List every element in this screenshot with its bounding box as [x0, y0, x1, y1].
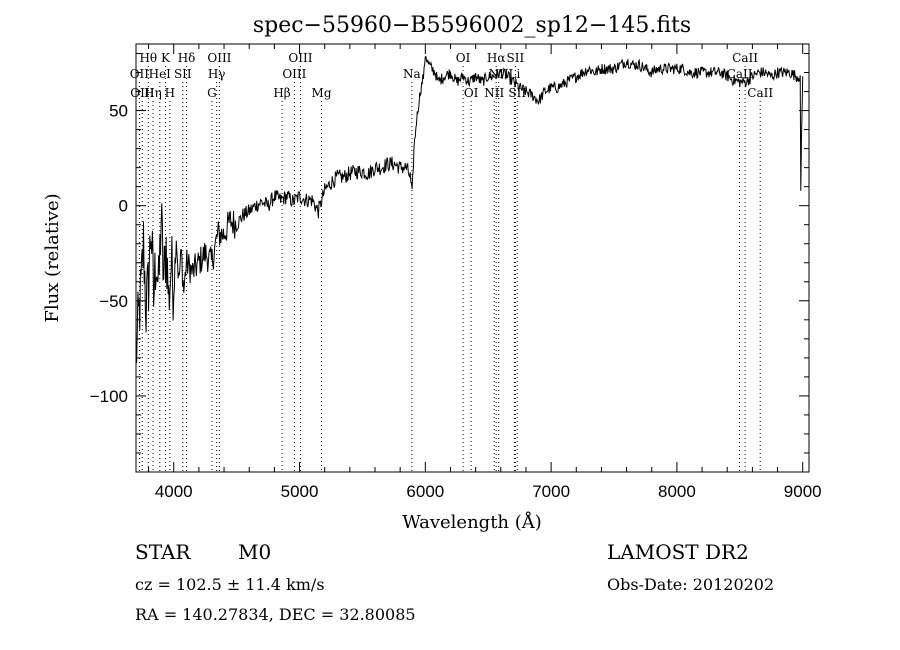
y-tick-label: −50: [99, 292, 128, 311]
spectral-line-label: SII: [174, 67, 192, 81]
spectral-line-label: Hθ: [139, 51, 157, 65]
spectral-line-label: Hβ: [273, 86, 290, 100]
y-tick-label: −100: [90, 387, 128, 406]
spectral-line-label: Hη: [144, 86, 162, 100]
object-subclass: M0: [238, 540, 272, 564]
coordinates: RA = 140.27834, DEC = 32.80085: [135, 605, 416, 624]
spectral-line-label: OIII: [207, 51, 231, 65]
y-axis-label: Flux (relative): [42, 193, 63, 322]
x-tick-label: 6000: [406, 482, 444, 501]
spectral-line-label: OIII: [282, 67, 306, 81]
redshift-text: cz = 102.5 ± 11.4 km/s: [135, 575, 325, 594]
x-tick-label: 7000: [532, 482, 570, 501]
spectral-line-label: Hα: [487, 51, 506, 65]
spectral-line-label: Li: [508, 67, 520, 81]
chart-title: spec−55960−B5596002_sp12−145.fits: [253, 13, 691, 38]
x-axis-label: Wavelength (Å): [402, 511, 542, 533]
spectral-line-label: HeI: [149, 67, 172, 81]
axis-ticks: 4000 5000 6000 7000 8000 9000 50 0 −50 −100: [90, 44, 822, 501]
spectral-line-label: OI: [464, 86, 479, 100]
object-class: STAR: [135, 540, 191, 564]
spectral-line-label: CaII: [727, 67, 753, 81]
survey-name: LAMOST DR2: [607, 540, 749, 564]
spectral-line-label: Hγ: [208, 67, 226, 81]
spectral-line-label: G: [207, 86, 217, 100]
spectral-line-label: CaII: [747, 86, 773, 100]
x-tick-label: 8000: [658, 482, 696, 501]
spectral-line-label: H: [165, 86, 175, 100]
plot-frame: [135, 43, 810, 473]
spectral-line-markers: OII OIII Hθ Hη HeI K H SII Hδ G Hγ OIII Hβ OIII OIII Mg…: [130, 51, 773, 472]
spectral-line-label: OII: [130, 67, 150, 81]
y-tick-label: 0: [119, 197, 128, 216]
spectral-line-label: K: [161, 51, 171, 65]
spectral-line-label: SII: [507, 51, 525, 65]
spectral-line-label: Na: [403, 67, 421, 81]
obs-date: Obs-Date: 20120202: [607, 575, 775, 594]
spectral-line-label: OI: [456, 51, 471, 65]
spectral-line-label: Hδ: [178, 51, 196, 65]
spectral-line-label: CaII: [732, 51, 758, 65]
x-tick-label: 9000: [784, 482, 822, 501]
spectrum-series-line: [135, 56, 804, 364]
x-tick-label: 5000: [281, 482, 319, 501]
spectral-line-label: Mg: [312, 86, 332, 100]
y-tick-label: 50: [109, 102, 128, 121]
spectral-line-label: OIII: [288, 51, 312, 65]
spectral-line-label: NII: [484, 86, 504, 100]
spectral-line-label: OIII: [130, 86, 154, 100]
x-tick-label: 4000: [155, 482, 193, 501]
